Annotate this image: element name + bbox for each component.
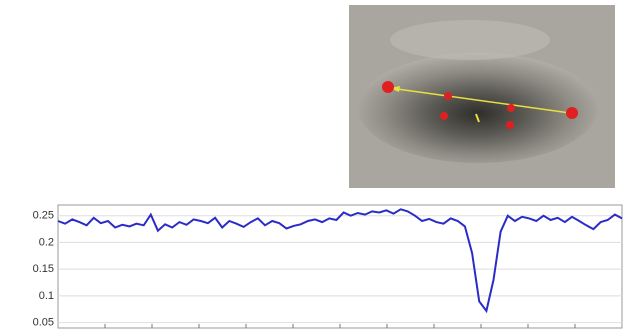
figure: 0.05 0.1 0.15 0.2 0.25	[0, 0, 628, 331]
plot: 0.05 0.1 0.15 0.2 0.25	[33, 205, 622, 329]
y-tick-label: 0.25	[33, 210, 54, 222]
eye-image	[349, 5, 615, 188]
y-tick-label: 0.2	[39, 236, 54, 248]
plot-area	[58, 205, 622, 328]
y-tick-label: 0.15	[33, 263, 54, 275]
y-tick-label: 0.1	[39, 290, 54, 302]
y-tick-label: 0.05	[33, 317, 54, 329]
